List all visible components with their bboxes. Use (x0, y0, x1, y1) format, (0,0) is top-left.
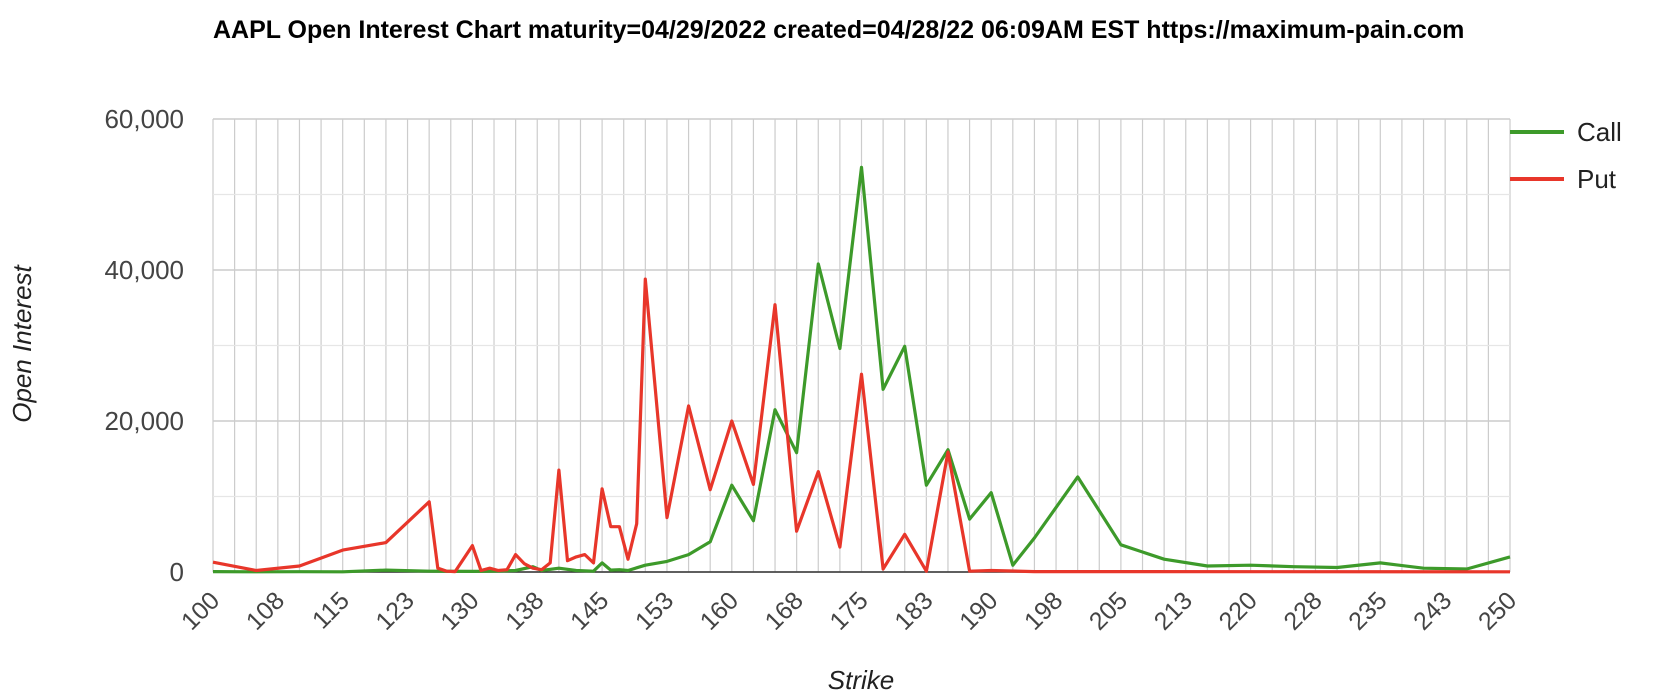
x-tick-label: 228 (1278, 586, 1327, 635)
x-tick-label: 145 (565, 586, 614, 635)
x-tick-label: 235 (1343, 586, 1392, 635)
x-tick-label: 160 (695, 586, 744, 635)
x-tick-label: 130 (435, 586, 484, 635)
x-tick-label: 138 (500, 586, 549, 635)
tick-layer: 0 20,000 40,000 60,000 100 108 115 123 130 138 145… (104, 104, 1522, 636)
x-tick-label: 123 (370, 586, 419, 635)
x-tick-label: 108 (241, 586, 290, 635)
legend-label-call: Call (1577, 117, 1622, 147)
x-tick-label: 190 (954, 586, 1003, 635)
x-tick-label: 250 (1473, 586, 1522, 635)
legend: Call Put (1510, 117, 1622, 194)
legend-item-call: Call (1510, 117, 1622, 147)
y-axis-title: Open Interest (7, 263, 37, 422)
legend-label-put: Put (1577, 164, 1617, 194)
x-tick-label: 115 (307, 586, 355, 634)
x-tick-label: 100 (176, 586, 225, 635)
x-tick-label: 198 (1019, 586, 1068, 635)
x-tick-label: 175 (824, 586, 873, 635)
x-tick-label: 205 (1084, 586, 1133, 635)
y-tick-label: 60,000 (104, 104, 184, 134)
x-tick-label: 243 (1408, 586, 1457, 635)
series-layer (212, 165, 1511, 574)
y-tick-label: 40,000 (104, 255, 184, 285)
x-axis-title: Strike (828, 665, 894, 695)
y-tick-label: 0 (170, 557, 184, 587)
x-tick-label: 183 (889, 586, 938, 635)
legend-item-put: Put (1510, 164, 1617, 194)
series-line-put (212, 277, 1511, 574)
y-tick-label: 20,000 (104, 406, 184, 436)
x-tick-label: 213 (1149, 586, 1198, 635)
x-tick-label: 220 (1214, 586, 1263, 635)
grid-layer (212, 118, 1511, 573)
series-line-call (212, 165, 1511, 574)
x-tick-label: 153 (630, 586, 679, 635)
x-tick-label: 168 (760, 586, 809, 635)
chart-title: AAPL Open Interest Chart maturity=04/29/… (213, 16, 1465, 44)
